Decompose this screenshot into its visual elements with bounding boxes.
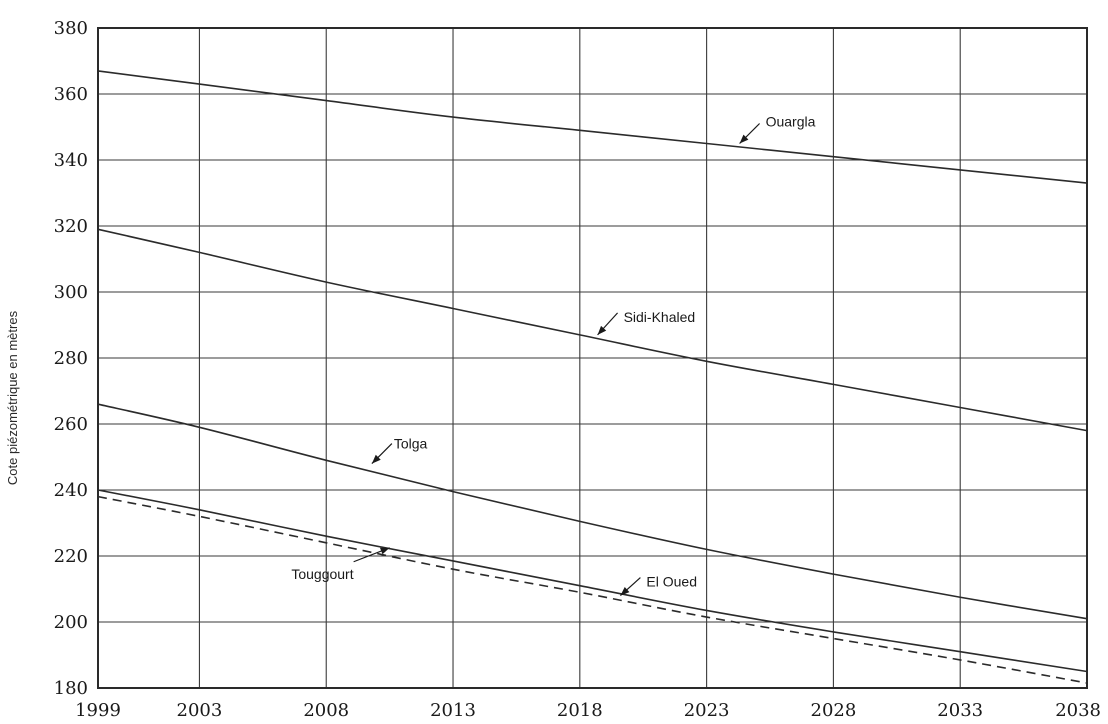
grid-layer: [97, 27, 1088, 689]
annotation-label-sidi-khaled: Sidi-Khaled: [624, 309, 696, 325]
x-tick-label-2038: 2038: [1055, 700, 1101, 721]
x-tick-label-2023: 2023: [684, 700, 730, 721]
y-tick-label-300: 300: [54, 282, 88, 303]
y-tick-label-380: 380: [54, 18, 88, 39]
plot-frame: [97, 27, 1088, 689]
annotation-arrowhead-tolga: [371, 454, 381, 464]
annotation-sidi-khaled: Sidi-Khaled: [597, 309, 696, 336]
annotation-label-ouargla: Ouargla: [766, 114, 816, 130]
annotation-arrowhead-el-oued: [620, 586, 630, 596]
series-line-ouargla: [97, 70, 1088, 184]
y-tick-label-240: 240: [54, 480, 88, 501]
y-tick-label-340: 340: [54, 150, 88, 171]
x-tick-label-2033: 2033: [937, 700, 983, 721]
annotation-label-touggourt: Touggourt: [291, 566, 353, 582]
series-layer: [97, 70, 1088, 684]
y-tick-label-260: 260: [54, 414, 88, 435]
annotation-ouargla: Ouargla: [739, 114, 816, 144]
y-tick-label-280: 280: [54, 348, 88, 369]
y-tick-label-180: 180: [54, 678, 88, 699]
y-tick-label-320: 320: [54, 216, 88, 237]
annotation-arrowhead-ouargla: [739, 134, 749, 144]
annotation-arrowhead-touggourt: [379, 547, 390, 555]
y-tick-label-200: 200: [54, 612, 88, 633]
series-line-touggourt: [97, 489, 1088, 673]
annotation-label-tolga: Tolga: [394, 436, 428, 452]
annotation-tolga: Tolga: [371, 436, 428, 465]
x-tick-label-1999: 1999: [75, 700, 121, 721]
annotation-el-oued: El Oued: [619, 574, 697, 597]
annotation-layer: Ouargla Sidi-Khaled Tolga Touggourt El Oued: [291, 114, 816, 597]
y-axis-label: Cote piézométrique en mètres: [5, 310, 20, 485]
y-tick-label-360: 360: [54, 84, 88, 105]
x-tick-label-2028: 2028: [811, 700, 857, 721]
series-line-sidi-khaled: [97, 228, 1088, 432]
annotation-arrowhead-sidi-khaled: [597, 325, 607, 335]
x-tick-label-2013: 2013: [430, 700, 476, 721]
annotation-label-el-oued: El Oued: [646, 574, 697, 590]
series-line-tolga: [97, 403, 1088, 620]
annotation-touggourt: Touggourt: [291, 547, 390, 582]
tick-label-layer: 1999 2003 2008 2013 2018 2023 2028 2033 2038 180 2…: [54, 18, 1101, 721]
x-tick-label-2018: 2018: [557, 700, 603, 721]
x-tick-label-2003: 2003: [177, 700, 223, 721]
y-tick-label-220: 220: [54, 546, 88, 567]
series-line-el-oued: [97, 495, 1088, 684]
x-tick-label-2008: 2008: [303, 700, 349, 721]
